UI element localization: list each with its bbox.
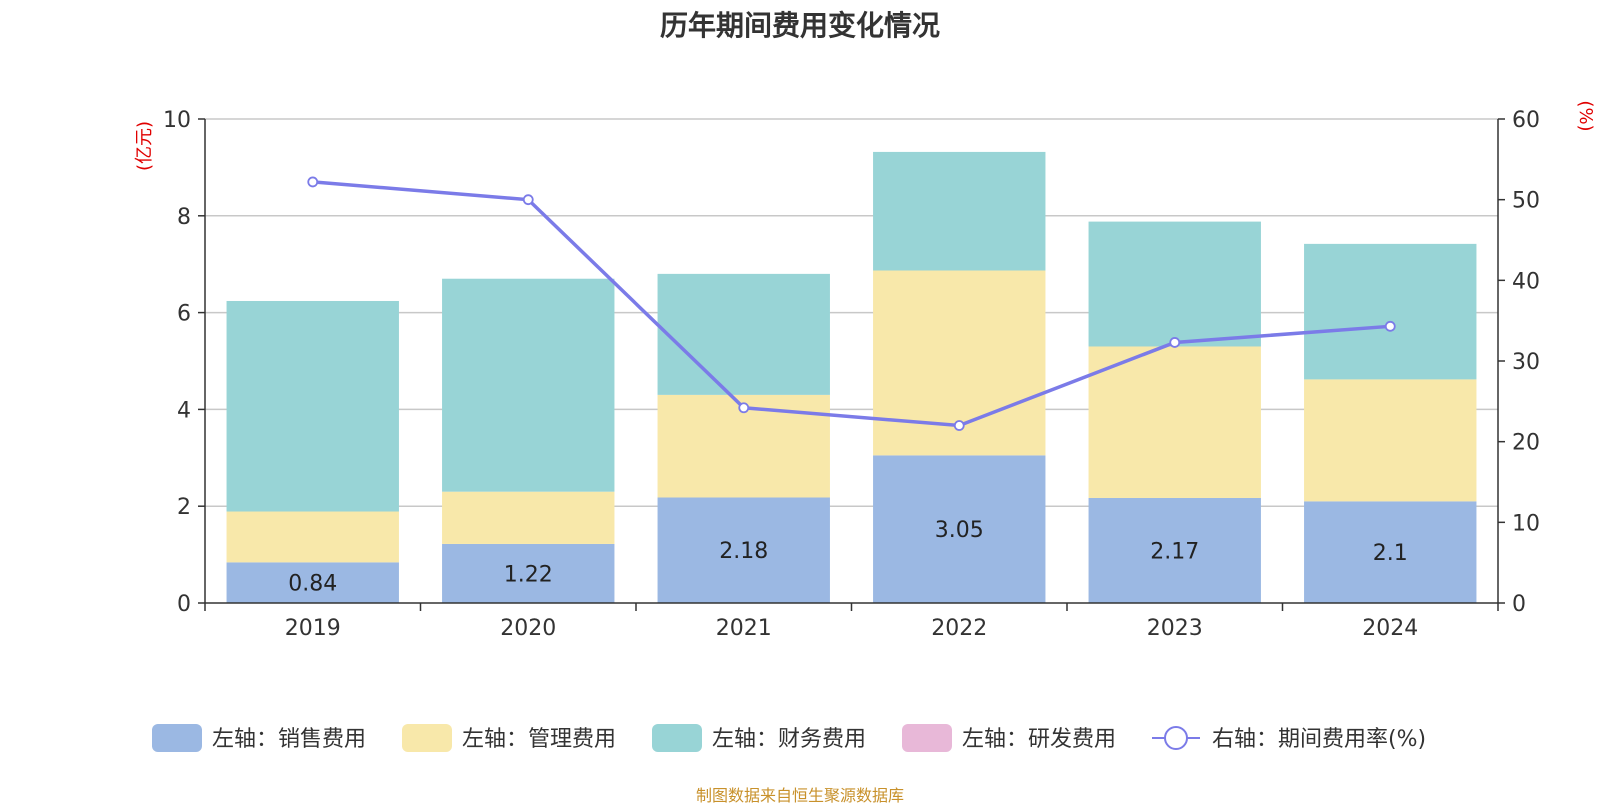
grid-lines	[205, 118, 1498, 507]
x-tick-label-2020: 2020	[500, 616, 556, 641]
bar-series	[226, 151, 1477, 603]
data-label-2020: 1.22	[504, 562, 553, 587]
bar-2019-s0	[226, 562, 399, 603]
right-tick-label: 60	[1512, 108, 1540, 133]
legend-label-3: 左轴：研发费用	[962, 727, 1116, 752]
legend-swatch-marker	[1164, 726, 1188, 750]
right-tick-label: 20	[1512, 431, 1540, 456]
data-label-2024: 2.1	[1373, 541, 1408, 566]
line-point-2022	[953, 420, 965, 431]
bar-2019-s1	[226, 511, 399, 563]
left-tick-label: 0	[177, 592, 191, 617]
bar-2020-s1	[442, 491, 615, 544]
right-tick-label: 50	[1512, 189, 1540, 214]
data-label-2021: 2.18	[719, 539, 768, 564]
bar-2023-s0	[1088, 497, 1261, 603]
chart-title: 历年期间费用变化情况	[659, 9, 940, 42]
bar-2021-s0	[657, 497, 830, 603]
x-tick-label-2023: 2023	[1147, 616, 1203, 641]
left-tick-label: 2	[177, 495, 191, 520]
bar-2024-s2	[1304, 243, 1477, 380]
line-path	[312, 180, 1391, 428]
bar-2024-s0	[1304, 501, 1477, 603]
legend-label-0: 左轴：销售费用	[212, 727, 366, 752]
bar-2021-s2	[657, 273, 830, 395]
legend-label-4: 右轴：期间费用率(%)	[1212, 727, 1426, 752]
line-point-2023	[1169, 337, 1181, 348]
left-tick-label: 8	[177, 205, 191, 230]
bar-2019-s2	[226, 300, 399, 512]
legend-swatch-2	[652, 724, 702, 752]
right-tick-label: 0	[1512, 592, 1526, 617]
legend-swatch-3	[902, 724, 952, 752]
bar-2022-s0	[873, 455, 1046, 603]
data-label-2019: 0.84	[288, 572, 337, 597]
data-labels: 0.84 1.22 2.18 3.05 2.17 2.1	[288, 518, 1407, 596]
line-series	[307, 176, 1396, 431]
x-tick-label-2019: 2019	[285, 616, 341, 641]
line-point-2024	[1384, 320, 1396, 332]
line-point-2020	[522, 194, 534, 206]
bar-2022-s2	[873, 151, 1046, 271]
bar-2020-s2	[442, 278, 615, 492]
legend-swatch-1	[402, 724, 452, 752]
left-axis-unit: (亿元)	[134, 121, 155, 171]
legend: 左轴：销售费用 左轴：管理费用 左轴：财务费用 左轴：研发费用 右轴：期间费用率(%)	[152, 724, 1426, 752]
line-point-2019	[307, 176, 319, 188]
right-tick-label: 40	[1512, 269, 1540, 294]
bar-2024-s1	[1304, 379, 1477, 502]
x-tick-label-2024: 2024	[1362, 616, 1418, 641]
left-tick-label: 4	[177, 398, 191, 423]
right-tick-label: 10	[1512, 511, 1540, 536]
legend-swatch-0	[152, 724, 202, 752]
legend-label-1: 左轴：管理费用	[462, 727, 616, 752]
x-tick-label-2022: 2022	[931, 616, 987, 641]
right-tick-label: 30	[1512, 350, 1540, 375]
data-label-2022: 3.05	[935, 518, 984, 543]
right-axis-unit: (%)	[1575, 100, 1596, 131]
source-note: 制图数据来自恒生聚源数据库	[695, 786, 904, 805]
left-tick-label: 10	[163, 108, 191, 133]
axes: 0 2 4 6 8 10 0 10 20 30 40 50 60 2019 2020 2021 2022 2023…	[134, 100, 1596, 641]
legend-label-2: 左轴：财务费用	[712, 727, 866, 752]
data-label-2023: 2.17	[1150, 539, 1199, 564]
bar-2020-s0	[442, 543, 615, 603]
bar-2023-s1	[1088, 346, 1261, 498]
line-point-2021	[738, 402, 750, 414]
x-tick-label-2021: 2021	[716, 616, 772, 641]
bar-2023-s2	[1088, 221, 1261, 347]
left-tick-label: 6	[177, 302, 191, 327]
